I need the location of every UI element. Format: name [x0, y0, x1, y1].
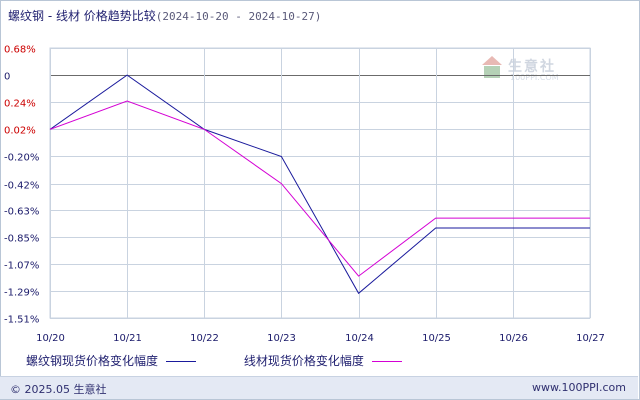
- grid-layer: [49, 47, 591, 319]
- x-tick-label: 10/26: [499, 333, 528, 344]
- footer-site-link[interactable]: www.100PPI.com: [532, 381, 626, 394]
- y-tick-label: -0.63%: [4, 207, 39, 218]
- y-tick-label: 0.68%: [4, 45, 36, 56]
- footer-bar: © 2025.05 生意社 www.100PPI.com: [0, 376, 638, 399]
- plot-border: [49, 47, 591, 319]
- y-tick-label: 0.02%: [4, 126, 36, 137]
- y-tick-label: -1.07%: [4, 261, 39, 272]
- y-tick-label: -0.42%: [4, 181, 39, 192]
- chart-title-main: 螺纹钢 - 线材 价格趋势比较: [8, 9, 156, 23]
- x-tick-label: 10/20: [36, 333, 65, 344]
- legend-label-rebar: 螺纹钢现货价格变化幅度: [26, 354, 159, 368]
- x-tick-label: 10/24: [345, 333, 374, 344]
- legend-swatch-rebar: [166, 361, 197, 362]
- x-tick-label: 10/25: [422, 333, 451, 344]
- axis-layer: 0.68% 0 0.24% 0.02% -0.20% -0.42% -0.63% -0.85%…: [4, 45, 605, 345]
- watermark-logo: 生意社 100PPI.COM: [480, 54, 580, 86]
- y-tick-label: -1.51%: [4, 315, 39, 326]
- chart-title: 螺纹钢 - 线材 价格趋势比较(2024-10-20 - 2024-10-27): [8, 7, 321, 24]
- y-tick-label: -1.29%: [4, 288, 39, 299]
- watermark-subtext: 100PPI.COM: [510, 73, 559, 82]
- y-tick-label: -0.85%: [4, 234, 39, 245]
- y-tick-label: 0: [4, 72, 10, 83]
- y-tick-label: -0.20%: [4, 153, 39, 164]
- x-tick-label: 10/21: [113, 333, 142, 344]
- series-line-wire-rod: [49, 100, 590, 277]
- chart-legend: 螺纹钢现货价格变化幅度 线材现货价格变化幅度: [26, 352, 446, 368]
- x-tick-label: 10/27: [576, 333, 605, 344]
- series-layer: [49, 74, 590, 295]
- watermark-text: 生意社: [508, 59, 556, 75]
- series-line-rebar: [49, 74, 590, 295]
- footer-copyright: © 2025.05 生意社: [10, 383, 107, 396]
- legend-label-wire-rod: 线材现货价格变化幅度: [243, 354, 364, 368]
- x-tick-label: 10/23: [267, 333, 296, 344]
- legend-swatch-wire-rod: [371, 361, 402, 362]
- legend-item-rebar: 螺纹钢现货价格变化幅度: [26, 352, 204, 369]
- chart-title-range: (2024-10-20 - 2024-10-27): [155, 10, 322, 23]
- x-tick-label: 10/22: [190, 333, 219, 344]
- y-tick-label: 0.24%: [4, 99, 36, 110]
- legend-item-wire-rod: 线材现货价格变化幅度: [244, 352, 410, 369]
